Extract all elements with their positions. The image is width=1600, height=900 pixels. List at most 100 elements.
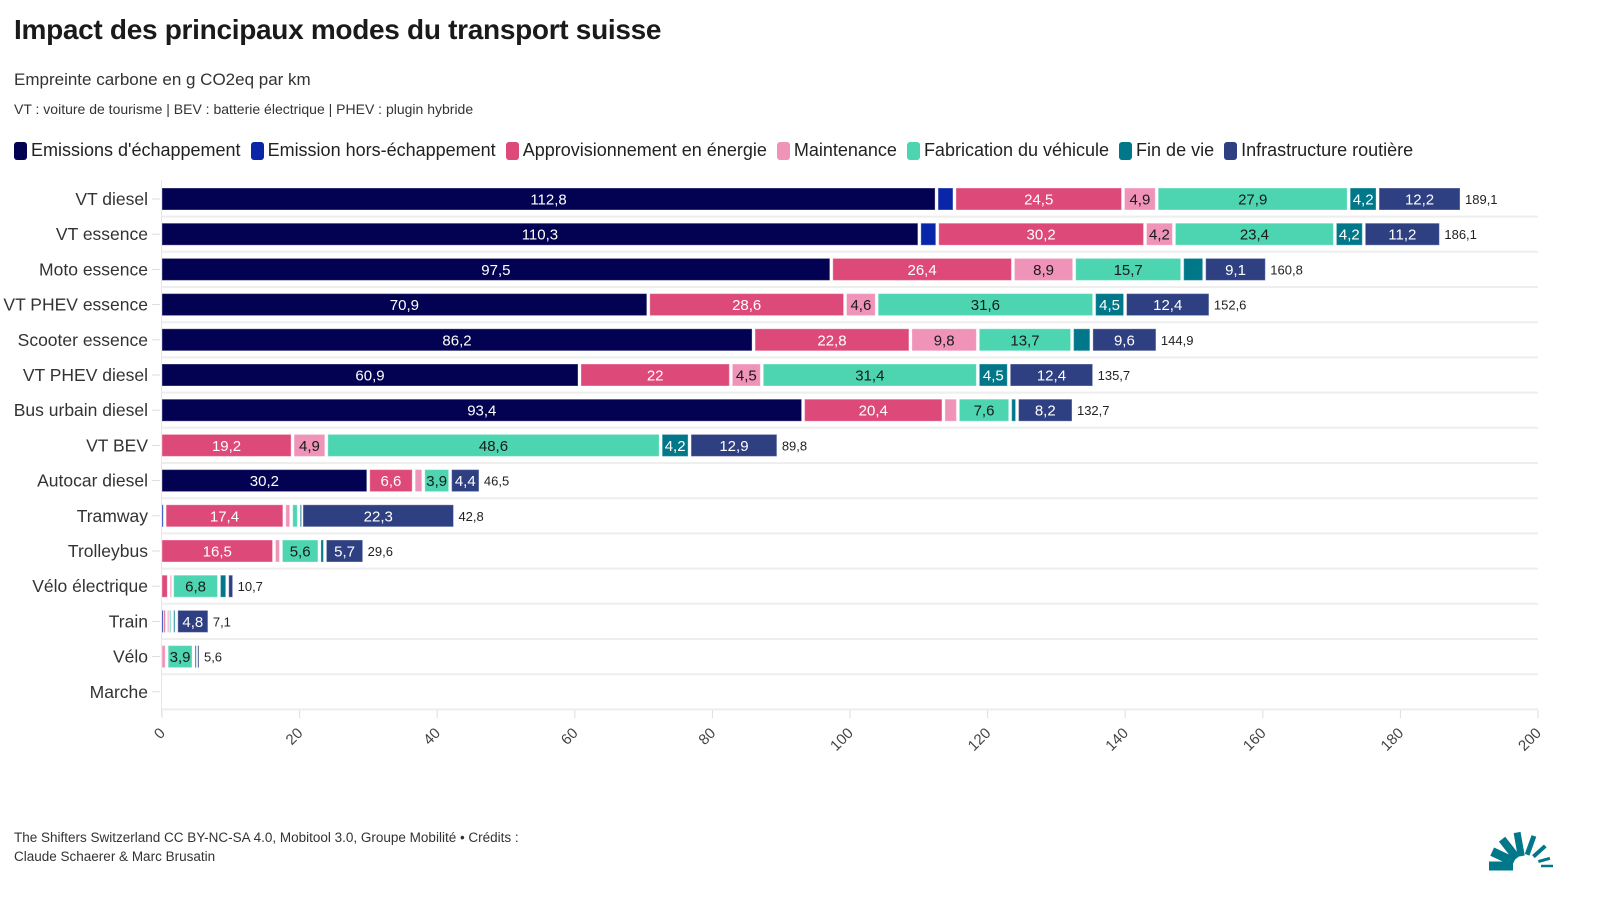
legend-swatch [776, 141, 790, 160]
bar-segment-approvisionnement-en-energie [165, 504, 284, 528]
bar-segment-fabrication-du-vehicule [1157, 187, 1348, 211]
legend-item-maintenance[interactable]: Maintenance [776, 140, 897, 161]
bar-value-label: 30,2 [250, 473, 279, 490]
bar-value-label: 31,6 [971, 297, 1000, 314]
bar-value-label: 20,4 [859, 403, 888, 420]
legend-label: Emission hors-échappement [267, 140, 496, 160]
bar-total-label: 42,8 [458, 509, 483, 524]
bar-value-label: 22 [647, 368, 664, 385]
bar-segment-maintenance [846, 293, 876, 317]
legend-item-emission-hors-echappement[interactable]: Emission hors-échappement [250, 140, 496, 161]
category-label: Scooter essence [18, 330, 148, 350]
bar-segment-fin-de-vie [173, 609, 176, 633]
bar-value-label: 48,6 [479, 438, 508, 455]
bar-segment-maintenance [731, 363, 761, 387]
legend-item-emissions-d-echappement[interactable]: Emissions d'échappement [14, 140, 241, 161]
bar-segment-approvisionnement-en-energie [161, 433, 292, 457]
bar-value-label: 4,4 [455, 473, 476, 490]
category-label: Marche [90, 682, 148, 702]
bar-value-label: 26,4 [908, 262, 937, 279]
bar-segment-emissions-d-echappement [161, 469, 368, 493]
bar-segment-infrastructure-routiere [1205, 257, 1266, 281]
bar-segment-fabrication-du-vehicule [292, 504, 298, 528]
bar-segment-fabrication-du-vehicule [762, 363, 977, 387]
bar-segment-approvisionnement-en-energie [832, 257, 1012, 281]
bar-value-label: 86,2 [442, 332, 471, 349]
bar-segment-maintenance [414, 469, 423, 493]
bar-segment-maintenance [1146, 222, 1173, 246]
bar-segment-approvisionnement-en-energie [161, 539, 274, 563]
bar-value-label: 12,4 [1153, 297, 1182, 314]
bar-total-label: 160,8 [1270, 262, 1303, 277]
category-label: VT PHEV diesel [23, 365, 148, 385]
bar-segment-maintenance [285, 504, 291, 528]
bar-segment-approvisionnement-en-energie [804, 398, 943, 422]
legend-item-approvisionnement-en-energie[interactable]: Approvisionnement en énergie [505, 140, 767, 161]
x-tick-label: 160 [1240, 725, 1270, 755]
legend-item-infrastructure-routiere[interactable]: Infrastructure routière [1224, 140, 1413, 161]
bar-segment-fabrication-du-vehicule [424, 469, 450, 493]
bar-segment-approvisionnement-en-energie [163, 609, 166, 633]
bar-value-label: 97,5 [481, 262, 510, 279]
bar-segment-infrastructure-routiere [1126, 293, 1210, 317]
bar-segment-fin-de-vie [194, 645, 197, 669]
bar-value-label: 60,9 [355, 368, 384, 385]
category-label: Train [109, 611, 148, 631]
bar-segment-emissions-d-echappement [161, 187, 936, 211]
legend-label: Fabrication du véhicule [923, 140, 1110, 160]
bar-value-label: 30,2 [1027, 227, 1056, 244]
bar-segment-maintenance [275, 539, 280, 563]
logo-ray [1532, 844, 1547, 859]
bar-segment-fin-de-vie [1183, 257, 1204, 281]
bar-segment-infrastructure-routiere [197, 645, 200, 669]
bar-value-label: 12,4 [1037, 368, 1066, 385]
bar-segment-maintenance [1013, 257, 1074, 281]
bar-value-label: 9,6 [1114, 332, 1135, 349]
bar-segment-infrastructure-routiere [1364, 222, 1440, 246]
stacked-bar-chart: 0 20 40 60 80 100 120 140 160 180 200 VT diesel 112,… [3, 180, 1545, 755]
bar-segment-fin-de-vie [661, 433, 689, 457]
bar-segment-fin-de-vie [978, 363, 1008, 387]
bar-segment-approvisionnement-en-energie [369, 469, 413, 493]
bar-value-label: 9,8 [934, 332, 955, 349]
legend-label: Maintenance [793, 140, 897, 160]
bar-value-label: 4,8 [182, 614, 203, 631]
category-label: Vélo [113, 647, 148, 667]
bar-value-label: 93,4 [467, 403, 496, 420]
bar-value-label: 23,4 [1240, 227, 1269, 244]
bar-segment-emissions-d-echappement [161, 293, 648, 317]
bar-segment-approvisionnement-en-energie [955, 187, 1123, 211]
bar-segment-fin-de-vie [1349, 187, 1377, 211]
bar-value-label: 19,2 [212, 438, 241, 455]
x-tick-label: 120 [965, 725, 995, 755]
legend-item-fin-de-vie[interactable]: Fin de vie [1119, 140, 1214, 161]
bar-segment-approvisionnement-en-energie [580, 363, 730, 387]
bar-segment-approvisionnement-en-energie [649, 293, 845, 317]
bar-segment-fabrication-du-vehicule [1174, 222, 1334, 246]
bar-segment-infrastructure-routiere [1018, 398, 1073, 422]
bar-value-label: 24,5 [1024, 192, 1053, 209]
bar-segment-emissions-d-echappement [161, 328, 753, 352]
bar-segment-fabrication-du-vehicule [281, 539, 319, 563]
bar-segment-fabrication-du-vehicule [173, 574, 218, 598]
bar-value-label: 17,4 [210, 508, 239, 525]
bar-value-label: 4,2 [1353, 192, 1374, 209]
bar-value-label: 112,8 [530, 192, 566, 209]
bar-value-label: 7,6 [974, 403, 995, 420]
bar-total-label: 189,1 [1465, 192, 1498, 207]
logo-ray [1513, 831, 1525, 857]
bar-segment-emissions-d-echappement [161, 363, 579, 387]
legend-item-fabrication-du-vehicule[interactable]: Fabrication du véhicule [906, 140, 1110, 161]
bar-segment-fabrication-du-vehicule [169, 609, 172, 633]
x-tick-label: 180 [1378, 725, 1408, 755]
bar-segment-infrastructure-routiere [1378, 187, 1461, 211]
bar-segment-emission-hors-echappement [161, 504, 164, 528]
bar-value-label: 4,2 [665, 438, 686, 455]
bar-value-label: 6,8 [185, 579, 206, 596]
bar-total-label: 46,5 [484, 474, 509, 489]
bar-segment-emission-hors-echappement [920, 222, 937, 246]
bar-segment-infrastructure-routiere [690, 433, 778, 457]
bar-segment-infrastructure-routiere [1092, 328, 1157, 352]
bar-segment-emission-hors-echappement [161, 609, 164, 633]
bar-value-label: 3,9 [426, 473, 447, 490]
